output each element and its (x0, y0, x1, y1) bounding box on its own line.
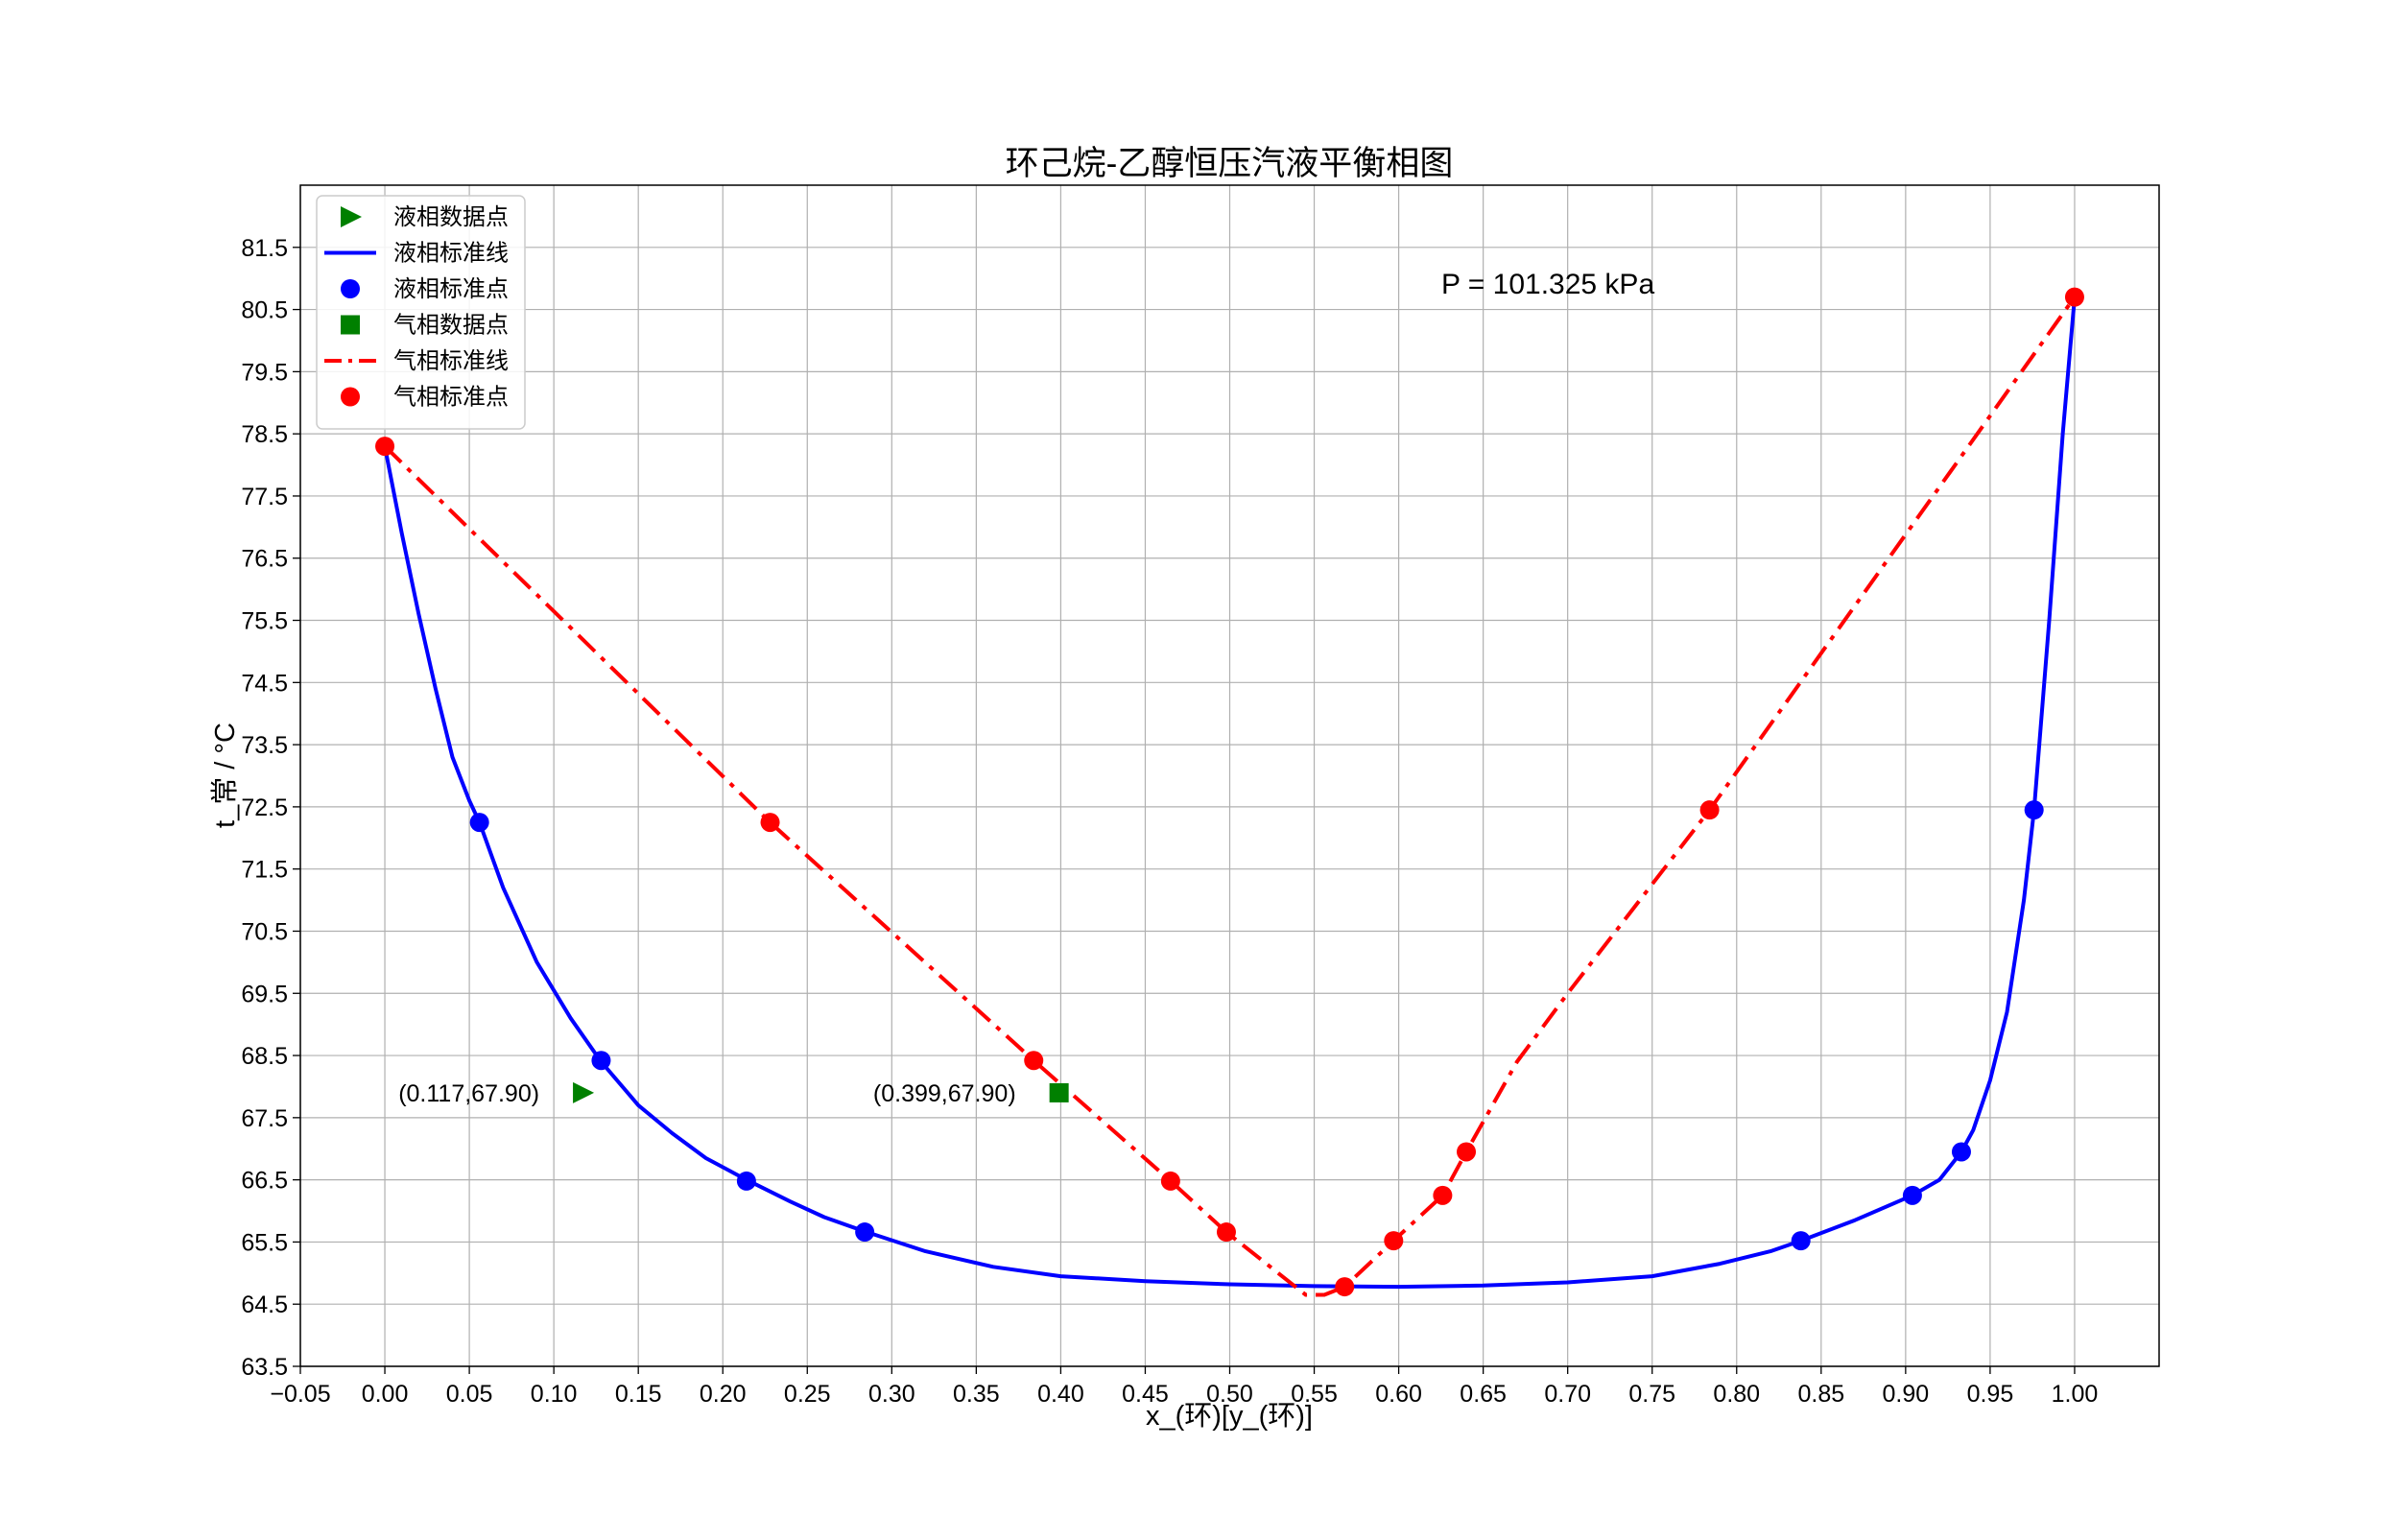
y-tick-label: 69.5 (241, 981, 288, 1007)
x-axis-label: x_(环)[y_(环)] (1146, 1401, 1313, 1432)
x-tick-label: 0.00 (362, 1381, 409, 1408)
liquid-standard-point (855, 1222, 875, 1243)
legend-label: 气相标准线 (393, 348, 509, 374)
legend-marker-handle (341, 206, 362, 227)
y-tick-label: 73.5 (241, 732, 288, 759)
vapor-standard-point (2064, 287, 2084, 307)
series-1-line-group (383, 296, 2077, 1290)
legend-entry: 液相标准点 (341, 276, 509, 302)
legend-label: 气相标准点 (393, 385, 509, 411)
x-tick-label: 0.65 (1460, 1381, 1507, 1408)
liquid-standard-line (383, 296, 2077, 1290)
legend-entry: 液相标准线 (324, 241, 509, 267)
x-tick-label: 0.20 (700, 1381, 747, 1408)
vapor-standard-point (760, 813, 780, 833)
y-tick-label: 63.5 (241, 1354, 288, 1381)
x-tick-label: 0.40 (1037, 1381, 1084, 1408)
axis-ticks: −0.05 0.00 0.05 0.10 0.15 0.20 0.25 0.30 0.35 0.4… (241, 235, 2098, 1408)
y-tick-label: 80.5 (241, 297, 288, 324)
x-tick-label: 0.95 (1967, 1381, 2014, 1408)
liquid-standard-point (1791, 1231, 1811, 1251)
x-tick-label: 0.45 (1122, 1381, 1169, 1408)
legend-marker-handle (341, 315, 360, 335)
legend-label: 气相数据点 (393, 313, 509, 339)
x-tick-label: 0.10 (531, 1381, 578, 1408)
chart-title: 环己烷-乙醇恒压汽液平衡相图 (1006, 145, 1454, 182)
x-tick-label: 0.30 (868, 1381, 915, 1408)
vapor-standard-point (1384, 1231, 1404, 1251)
point-annotations: (0.117,67.90) (0.399,67.90) (398, 1080, 1015, 1107)
vapor-data-point (1049, 1082, 1069, 1102)
vapor-standard-point (1433, 1185, 1453, 1205)
vapor-standard-line (383, 296, 2077, 1297)
series-3-marker-group (1049, 1082, 1069, 1102)
y-tick-label: 78.5 (241, 421, 288, 448)
series-2-marker-group (469, 800, 2044, 1251)
plot-series (375, 287, 2084, 1297)
x-tick-label: 0.90 (1883, 1381, 1930, 1408)
y-axis-label: t_常 / °C (209, 723, 241, 828)
vapor-standard-point (375, 437, 395, 457)
liquid-data-point (573, 1081, 595, 1103)
y-tick-label: 67.5 (241, 1105, 288, 1132)
x-tick-label: 0.55 (1291, 1381, 1338, 1408)
vapor-standard-point (1216, 1222, 1236, 1243)
y-tick-label: 71.5 (241, 857, 288, 884)
x-tick-label: 0.80 (1713, 1381, 1760, 1408)
x-tick-label: 0.25 (784, 1381, 831, 1408)
x-tick-label: 0.15 (615, 1381, 662, 1408)
x-tick-label: 0.50 (1206, 1381, 1253, 1408)
point-annotation: (0.399,67.90) (873, 1080, 1016, 1107)
liquid-standard-point (736, 1171, 756, 1191)
legend-label: 液相标准线 (393, 241, 509, 267)
x-tick-label: 0.60 (1375, 1381, 1422, 1408)
x-tick-label: 0.05 (446, 1381, 493, 1408)
x-tick-label: 0.85 (1797, 1381, 1844, 1408)
y-tick-label: 72.5 (241, 794, 288, 821)
legend-label: 液相数据点 (393, 204, 509, 230)
y-tick-label: 66.5 (241, 1168, 288, 1195)
liquid-standard-point (591, 1051, 611, 1071)
x-tick-label: 0.75 (1628, 1381, 1675, 1408)
legend-entry: 气相标准线 (324, 348, 509, 374)
vapor-standard-point (1335, 1277, 1355, 1297)
x-tick-label: 1.00 (2052, 1381, 2099, 1408)
point-annotation: (0.117,67.90) (398, 1080, 539, 1107)
liquid-standard-point (1902, 1185, 1922, 1205)
y-tick-label: 81.5 (241, 235, 288, 262)
y-tick-label: 77.5 (241, 484, 288, 510)
y-tick-label: 76.5 (241, 546, 288, 573)
liquid-standard-point (469, 813, 489, 833)
series-4-line-group (383, 296, 2077, 1297)
legend-entry: 液相数据点 (341, 204, 509, 230)
y-tick-label: 70.5 (241, 918, 288, 945)
legend-entry: 气相数据点 (341, 313, 509, 339)
y-tick-label: 64.5 (241, 1291, 288, 1318)
legend-marker-handle (341, 279, 360, 298)
liquid-standard-point (2024, 800, 2044, 820)
series-5-marker-group (375, 287, 2084, 1297)
y-tick-label: 74.5 (241, 670, 288, 697)
pressure-note: P = 101.325 kPa (1441, 269, 1654, 300)
series-0-marker-group (573, 1081, 595, 1103)
legend-label: 液相标准点 (393, 276, 509, 302)
x-tick-label: 0.70 (1544, 1381, 1591, 1408)
y-tick-label: 75.5 (241, 608, 288, 635)
liquid-standard-point (1951, 1142, 1971, 1162)
vapor-standard-point (1699, 800, 1720, 820)
vapor-standard-point (1024, 1051, 1044, 1071)
y-tick-label: 65.5 (241, 1229, 288, 1256)
x-tick-label: −0.05 (270, 1381, 330, 1408)
legend-entry: 气相标准点 (341, 385, 509, 411)
vapor-standard-point (1160, 1171, 1180, 1191)
y-tick-label: 79.5 (241, 359, 288, 386)
x-tick-label: 0.35 (953, 1381, 1000, 1408)
vapor-standard-point (1457, 1142, 1477, 1162)
legend-marker-handle (341, 387, 360, 407)
y-tick-label: 68.5 (241, 1043, 288, 1070)
